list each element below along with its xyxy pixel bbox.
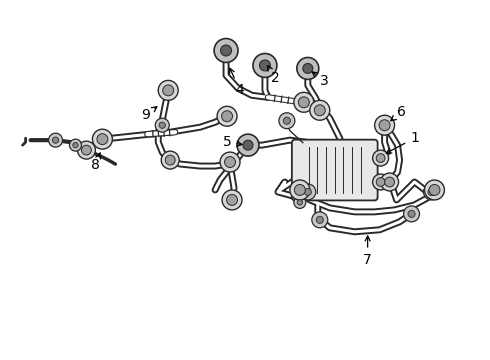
Circle shape [52, 137, 59, 143]
Text: 3: 3 [312, 72, 329, 89]
Circle shape [49, 133, 63, 147]
Text: 2: 2 [268, 66, 279, 85]
Circle shape [217, 106, 237, 126]
Circle shape [372, 150, 389, 166]
Circle shape [161, 151, 179, 169]
Circle shape [243, 140, 253, 150]
Circle shape [294, 184, 305, 195]
Circle shape [283, 117, 291, 124]
Circle shape [385, 177, 394, 187]
Circle shape [93, 129, 112, 149]
Circle shape [381, 173, 398, 191]
Circle shape [260, 60, 270, 71]
Circle shape [298, 97, 309, 108]
Text: 7: 7 [363, 236, 372, 267]
Circle shape [165, 155, 175, 165]
Circle shape [221, 111, 233, 122]
Text: 1: 1 [386, 131, 419, 153]
Circle shape [97, 134, 108, 145]
Text: 4: 4 [230, 68, 245, 97]
Circle shape [294, 92, 314, 112]
Circle shape [300, 184, 316, 200]
Circle shape [376, 177, 385, 186]
FancyBboxPatch shape [292, 140, 378, 201]
Circle shape [163, 85, 173, 96]
Circle shape [310, 100, 330, 120]
Circle shape [158, 80, 178, 100]
Circle shape [424, 180, 444, 200]
Circle shape [159, 122, 166, 129]
Circle shape [375, 115, 394, 135]
Circle shape [220, 152, 240, 172]
Text: 5: 5 [222, 135, 242, 149]
Circle shape [214, 39, 238, 62]
Circle shape [81, 145, 92, 155]
Circle shape [423, 184, 440, 200]
Circle shape [222, 190, 242, 210]
Circle shape [316, 216, 323, 224]
Text: 9: 9 [141, 107, 157, 122]
Circle shape [237, 134, 259, 156]
Circle shape [155, 118, 169, 132]
Text: 6: 6 [391, 105, 406, 121]
Circle shape [77, 141, 96, 159]
Circle shape [226, 194, 238, 206]
Circle shape [303, 63, 313, 73]
Circle shape [253, 54, 277, 77]
Circle shape [304, 188, 312, 195]
Circle shape [428, 188, 435, 195]
Circle shape [290, 180, 310, 200]
Circle shape [372, 174, 389, 190]
Circle shape [379, 120, 390, 131]
Circle shape [297, 58, 319, 80]
Circle shape [314, 105, 325, 116]
Circle shape [70, 139, 81, 151]
Circle shape [429, 184, 440, 195]
Circle shape [297, 200, 302, 205]
Circle shape [294, 197, 306, 208]
Circle shape [376, 154, 385, 162]
Circle shape [279, 113, 295, 129]
Circle shape [73, 143, 78, 148]
Circle shape [408, 210, 415, 217]
Text: 8: 8 [91, 153, 100, 172]
Circle shape [312, 212, 328, 228]
Circle shape [224, 157, 236, 167]
Circle shape [220, 45, 232, 56]
Circle shape [404, 206, 419, 222]
